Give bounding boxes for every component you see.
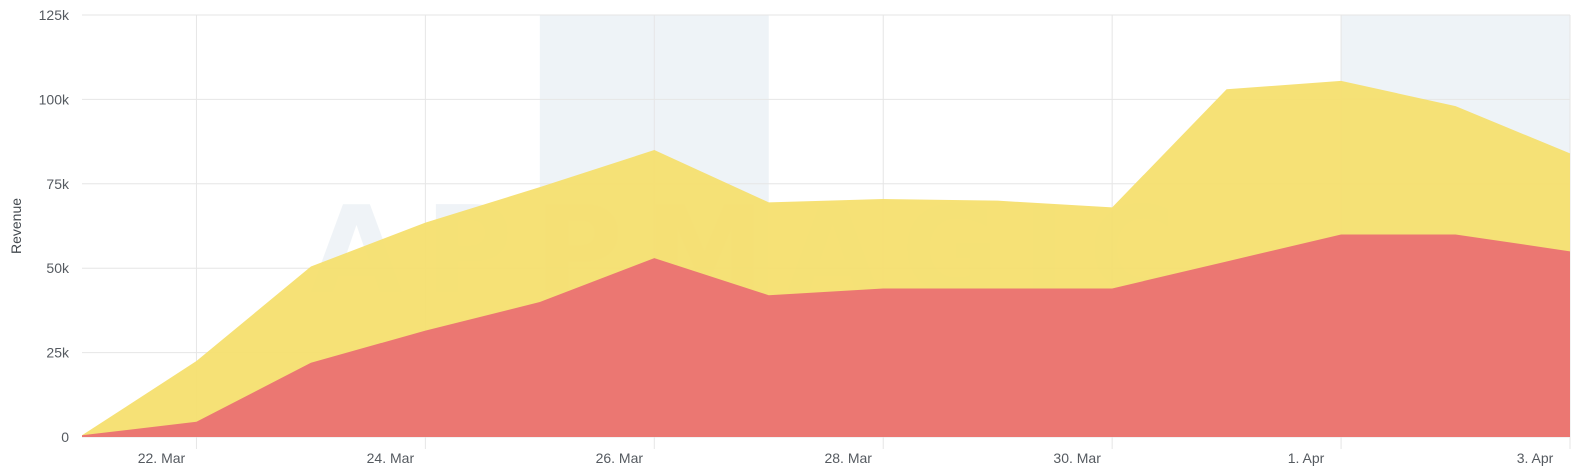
y-tick-label: 0 [61, 429, 69, 445]
y-axis-ticks: 0 25k 50k 75k 100k 125k [39, 7, 70, 445]
y-tick-label: 100k [39, 91, 70, 107]
x-tick-label: 3. Apr [1517, 450, 1554, 466]
x-tick-label: 26. Mar [596, 450, 644, 466]
y-tick-label: 125k [39, 7, 70, 23]
y-tick-label: 25k [46, 345, 70, 361]
series-2-area [82, 234, 1570, 437]
y-axis-title: Revenue [8, 198, 24, 254]
x-tick-label: 28. Mar [824, 450, 872, 466]
x-tick-label: 24. Mar [367, 450, 415, 466]
x-tick-label: 30. Mar [1053, 450, 1101, 466]
x-axis-ticks: 22. Mar 24. Mar 26. Mar 28. Mar 30. Mar 1. Ap… [138, 450, 1554, 466]
x-tick-label: 1. Apr [1288, 450, 1325, 466]
y-tick-label: 50k [46, 260, 70, 276]
x-tick-label: 22. Mar [138, 450, 186, 466]
y-tick-label: 75k [46, 176, 70, 192]
series-areas [82, 80, 1570, 437]
